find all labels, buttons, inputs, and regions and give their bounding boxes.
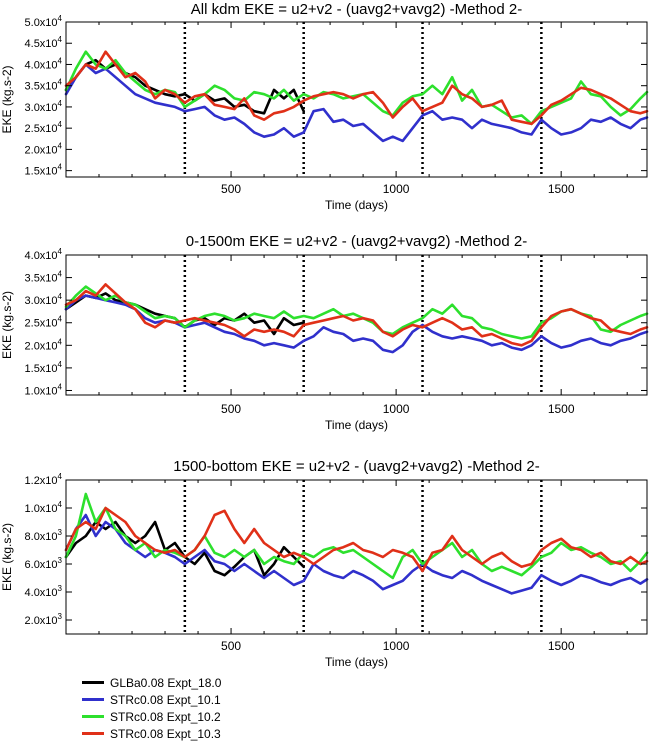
plot-frame (65, 479, 648, 635)
x-axis-label: Time (days) (325, 655, 388, 669)
y-tick-label: 4.0x104 (25, 247, 63, 262)
y-tick-label: 3.0x104 (25, 99, 63, 114)
series-line (64, 283, 649, 347)
y-tick-label: 1.2x104 (25, 472, 63, 487)
legend-item-strc-10-2: STRc0.08 Expt_10.2 (82, 708, 342, 725)
series-line (64, 520, 306, 577)
y-tick-label: 8.0x103 (25, 528, 63, 543)
x-tick-label: 500 (221, 402, 241, 416)
legend-item-strc-10-1: STRc0.08 Expt_10.1 (82, 691, 342, 708)
series-line (64, 294, 649, 354)
x-tick-label: 1500 (548, 639, 575, 653)
y-tick-label: 1.5x104 (25, 360, 63, 375)
legend-swatch (82, 732, 104, 735)
series-line (64, 492, 649, 580)
series-line (64, 285, 649, 340)
plot-frame (65, 21, 648, 178)
chart-title: All kdm EKE = u2+v2 - (uavg2+vavg2) -Met… (191, 1, 522, 18)
x-axis-label: Time (days) (325, 418, 388, 432)
series-line (64, 506, 649, 573)
legend-item-strc-10-3: STRc0.08 Expt_10.3 (82, 725, 342, 742)
x-tick-label: 1000 (383, 639, 410, 653)
series-line (64, 63, 649, 143)
y-tick-label: 3.0x104 (25, 292, 63, 307)
y-axis-label: EKE (kg.s-2) (0, 65, 14, 133)
y-tick-label: 1.0x104 (25, 500, 63, 515)
y-tick-label: 3.5x104 (25, 78, 63, 93)
legend-swatch (82, 681, 104, 684)
legend: GLBa0.08 Expt_18.0 STRc0.08 Expt_10.1 ST… (82, 674, 342, 742)
legend-swatch (82, 715, 104, 718)
y-tick-label: 4.0x103 (25, 584, 63, 599)
y-tick-label: 2.0x104 (25, 337, 63, 352)
chart-title: 1500-bottom EKE = u2+v2 - (uavg2+vavg2) … (173, 458, 539, 475)
y-tick-label: 2.5x104 (25, 120, 63, 135)
plot-frame (65, 254, 648, 396)
y-tick-label: 1.0x104 (25, 382, 63, 397)
y-tick-label: 6.0x103 (25, 556, 63, 571)
legend-label: STRc0.08 Expt_10.3 (110, 726, 221, 741)
y-tick-label: 2.5x104 (25, 315, 63, 330)
x-axis-label: Time (days) (325, 198, 388, 212)
series-line (64, 50, 649, 126)
legend-label: STRc0.08 Expt_10.2 (110, 709, 221, 724)
legend-label: GLBa0.08 Expt_18.0 (110, 675, 222, 690)
legend-swatch (82, 698, 104, 701)
x-tick-label: 500 (221, 182, 241, 196)
y-tick-label: 2.0x103 (25, 612, 63, 627)
y-axis-label: EKE (kg.s-2) (0, 523, 14, 591)
x-tick-label: 1000 (383, 402, 410, 416)
x-tick-label: 1500 (548, 182, 575, 196)
y-tick-label: 4.5x104 (25, 35, 63, 50)
y-tick-label: 5.0x104 (25, 14, 63, 29)
y-tick-label: 1.5x104 (25, 163, 63, 178)
y-tick-label: 4.0x104 (25, 56, 63, 71)
legend-item-glba: GLBa0.08 Expt_18.0 (82, 674, 342, 691)
y-tick-label: 2.0x104 (25, 141, 63, 156)
x-tick-label: 1000 (383, 182, 410, 196)
x-tick-label: 500 (221, 639, 241, 653)
y-tick-label: 3.5x104 (25, 270, 63, 285)
y-axis-label: EKE (kg.s-2) (0, 291, 14, 359)
x-tick-label: 1500 (548, 402, 575, 416)
chart-title: 0-1500m EKE = u2+v2 - (uavg2+vavg2) -Met… (186, 233, 527, 250)
legend-label: STRc0.08 Expt_10.1 (110, 692, 221, 707)
